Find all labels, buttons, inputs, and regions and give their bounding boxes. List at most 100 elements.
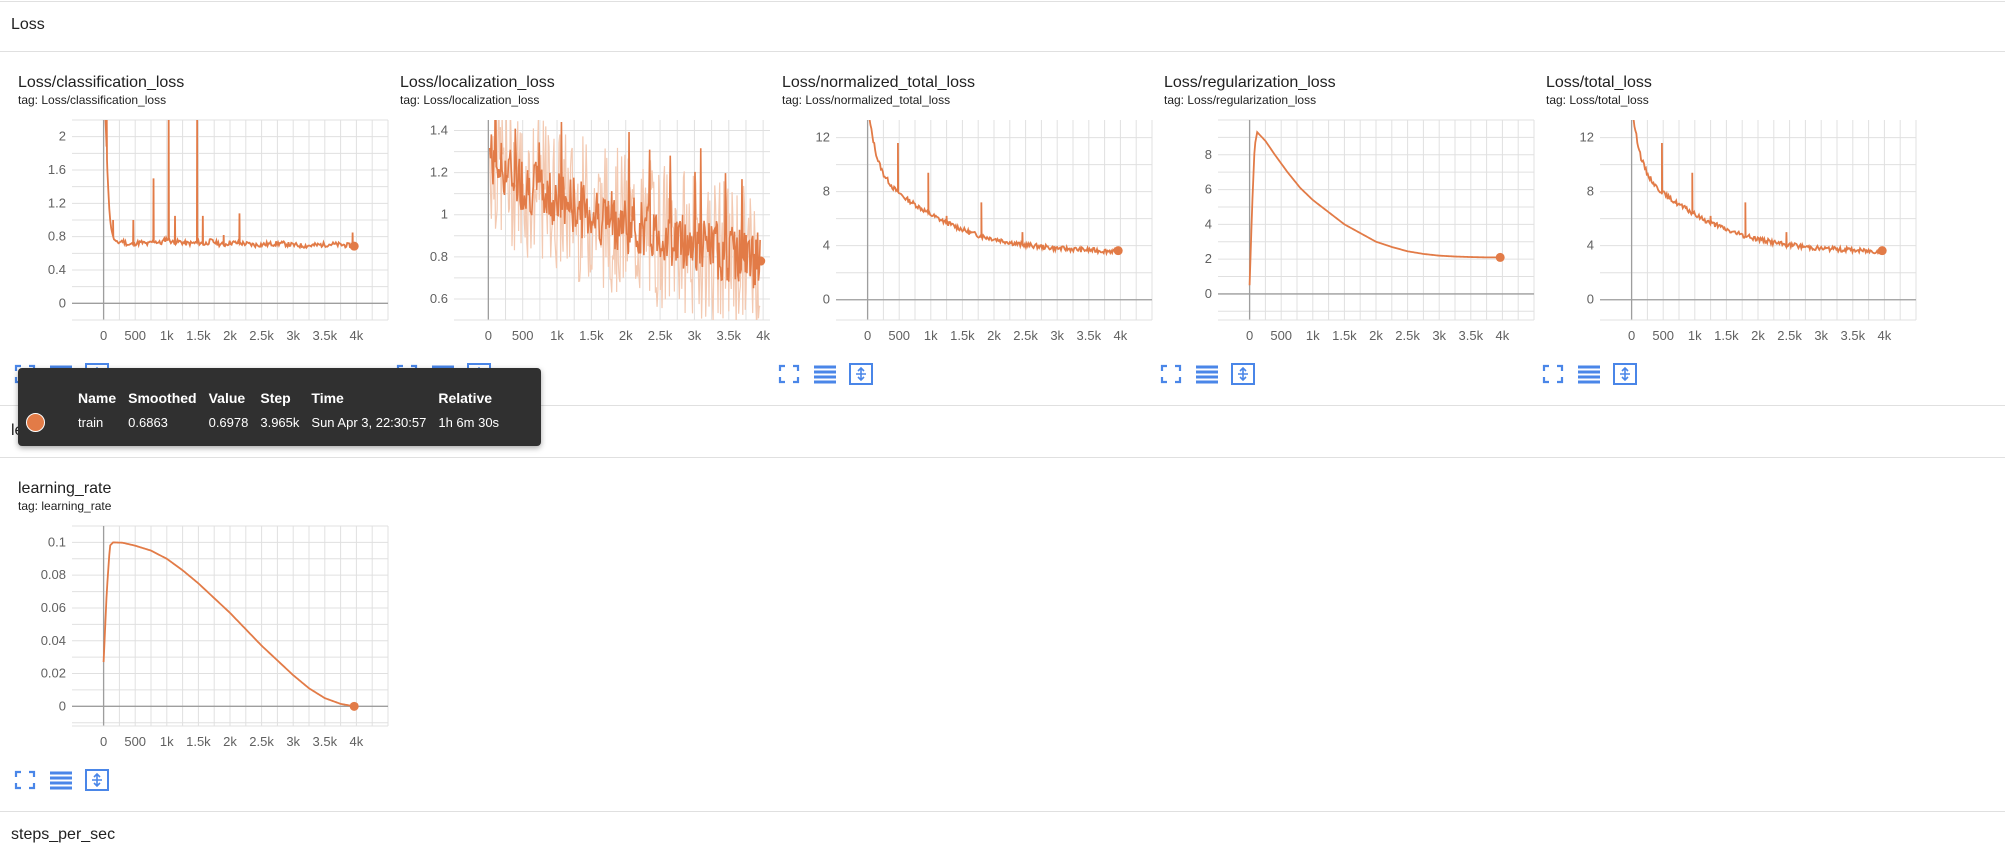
chart-plot[interactable]: 0 0.02 0.04 0.06 0.08 0.1 0 500 1k 1.5k 2k 2.5k 3k 3.… <box>12 480 392 750</box>
x-tick-label: 2k <box>987 328 1001 343</box>
fit-domain-icon[interactable] <box>846 360 876 388</box>
y-tick-label: 0.6 <box>430 291 448 306</box>
x-tick-label: 4k <box>1496 328 1510 343</box>
series-line <box>102 541 355 708</box>
x-tick-label: 1.5k <box>1332 328 1357 343</box>
loss-section-divider <box>0 405 2005 406</box>
fullscreen-icon[interactable] <box>774 360 804 388</box>
x-tick-label: 1k <box>160 734 174 749</box>
fit-domain-icon[interactable] <box>82 766 112 794</box>
y-tick-label: 0 <box>1205 286 1212 301</box>
y-tick-label: 0.08 <box>41 567 66 582</box>
series-line <box>1632 120 1883 256</box>
x-tick-label: 2k <box>1751 328 1765 343</box>
y-tick-label: 4 <box>823 238 830 253</box>
loss-header-divider <box>0 51 2005 52</box>
chart-card-loss-localization-loss: Loss/localization_loss tag: Loss/localiza… <box>392 74 770 414</box>
x-tick-label: 3k <box>1432 328 1446 343</box>
y-tick-label: 12 <box>816 130 830 145</box>
series-endpoint-marker <box>756 256 766 266</box>
y-tick-label: 0.8 <box>430 249 448 264</box>
chart-card-loss-normalized-total-loss: Loss/normalized_total_loss tag: Loss/norm… <box>774 74 1153 414</box>
series-raw-line <box>489 120 761 320</box>
x-tick-label: 0 <box>1628 328 1635 343</box>
y-tick-label: 2 <box>59 129 66 144</box>
x-tick-label: 1.5k <box>186 328 211 343</box>
series-endpoint-marker <box>349 241 359 251</box>
chart-title: Loss/classification_loss <box>18 74 185 91</box>
fit-domain-icon[interactable] <box>1610 360 1640 388</box>
x-tick-label: 500 <box>1652 328 1674 343</box>
toggle-log-scale-icon[interactable] <box>1574 360 1604 388</box>
y-tick-label: 8 <box>1587 184 1594 199</box>
x-tick-label: 0 <box>100 734 107 749</box>
x-tick-label: 1k <box>160 328 174 343</box>
y-tick-label: 0.8 <box>48 229 66 244</box>
series-color-swatch <box>26 412 45 432</box>
x-tick-label: 2.5k <box>249 734 274 749</box>
x-tick-label: 4k <box>350 734 364 749</box>
x-tick-label: 3.5k <box>716 328 741 343</box>
y-tick-label: 0 <box>823 292 830 307</box>
x-tick-label: 4k <box>350 328 364 343</box>
fullscreen-icon[interactable] <box>10 766 40 794</box>
series-line <box>1248 130 1500 286</box>
group-title-loss[interactable]: Loss <box>11 16 45 33</box>
toggle-log-scale-icon[interactable] <box>810 360 840 388</box>
y-tick-label: 12 <box>1580 130 1594 145</box>
chart-tag: tag: learning_rate <box>18 499 112 513</box>
fullscreen-icon[interactable] <box>1156 360 1186 388</box>
y-tick-label: 1.2 <box>430 165 448 180</box>
x-tick-label: 3k <box>1814 328 1828 343</box>
x-tick-label: 3.5k <box>313 734 338 749</box>
x-tick-label: 3.5k <box>1077 328 1102 343</box>
chart-title: Loss/localization_loss <box>400 74 555 91</box>
chart-card-loss-total-loss: Loss/total_loss tag: Loss/total_loss 0 4 8 12… <box>1538 74 1917 414</box>
chart-plot[interactable]: 0 2 4 6 8 0 500 1k 1.5k 2k 2.5k 3k 3.5k 4k <box>1158 74 1538 344</box>
fullscreen-icon[interactable] <box>10 360 40 388</box>
chart-tag: tag: Loss/normalized_total_loss <box>782 93 951 107</box>
y-tick-label: 1.2 <box>48 195 66 210</box>
chart-plot[interactable]: 0 4 8 12 0 500 1k 1.5k 2k 2.5k 3k 3.5k 4k <box>776 74 1156 344</box>
toggle-log-scale-icon[interactable] <box>46 766 76 794</box>
series-line <box>868 120 1119 257</box>
fullscreen-icon[interactable] <box>1538 360 1568 388</box>
chart-actions <box>1538 360 1640 388</box>
tooltip-table: Name Smoothed Value Step Time Relative t… <box>26 386 511 434</box>
chart-plot[interactable]: 0 4 8 12 0 500 1k 1.5k 2k 2.5k 3k 3.5k 4k <box>1540 74 1920 344</box>
tooltip-header-swatch <box>26 386 78 410</box>
x-tick-label: 500 <box>124 328 146 343</box>
series-endpoint-marker <box>349 701 359 711</box>
y-tick-label: 1 <box>441 207 448 222</box>
y-tick-label: 4 <box>1205 216 1212 231</box>
group-title-steps-per-sec[interactable]: steps_per_sec <box>11 826 116 843</box>
chart-card-loss-regularization-loss: Loss/regularization_loss tag: Loss/regula… <box>1156 74 1535 414</box>
x-tick-label: 1k <box>1688 328 1702 343</box>
series-line <box>104 120 355 250</box>
y-tick-label: 0.02 <box>41 666 66 681</box>
series-endpoint-marker <box>1877 246 1887 256</box>
lr-section-divider <box>0 811 2005 812</box>
top-divider <box>0 1 2005 2</box>
x-tick-label: 0 <box>864 328 871 343</box>
toggle-log-scale-icon[interactable] <box>1192 360 1222 388</box>
y-tick-label: 0.04 <box>41 633 66 648</box>
chart-plot[interactable]: 0.6 0.8 1 1.2 1.4 0 500 1k 1.5k 2k 2.5k 3k 3.5k 4k <box>394 74 774 344</box>
x-tick-label: 1.5k <box>579 328 604 343</box>
fullscreen-icon[interactable] <box>392 360 422 388</box>
y-tick-label: 6 <box>1205 182 1212 197</box>
chart-title: Loss/regularization_loss <box>1164 74 1336 91</box>
hover-tooltip: Name Smoothed Value Step Time Relative t… <box>18 368 541 446</box>
chart-actions <box>774 360 876 388</box>
chart-plot[interactable]: 0 0.4 0.8 1.2 1.6 2 0 500 1k 1.5k 2k 2.5k 3k 3.5k 4k <box>12 74 392 344</box>
y-tick-label: 8 <box>1205 147 1212 162</box>
fit-domain-icon[interactable] <box>1228 360 1258 388</box>
y-tick-label: 0.1 <box>48 534 66 549</box>
tooltip-name: train <box>78 414 104 430</box>
series-endpoint-marker <box>1495 252 1505 262</box>
x-tick-label: 4k <box>756 328 770 343</box>
x-tick-label: 3k <box>286 734 300 749</box>
x-tick-label: 4k <box>1878 328 1892 343</box>
x-tick-label: 500 <box>124 734 146 749</box>
tooltip-header-smoothed: Smoothed <box>128 390 197 406</box>
